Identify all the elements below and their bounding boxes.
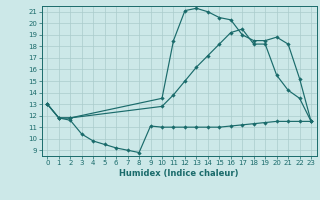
X-axis label: Humidex (Indice chaleur): Humidex (Indice chaleur) [119, 169, 239, 178]
